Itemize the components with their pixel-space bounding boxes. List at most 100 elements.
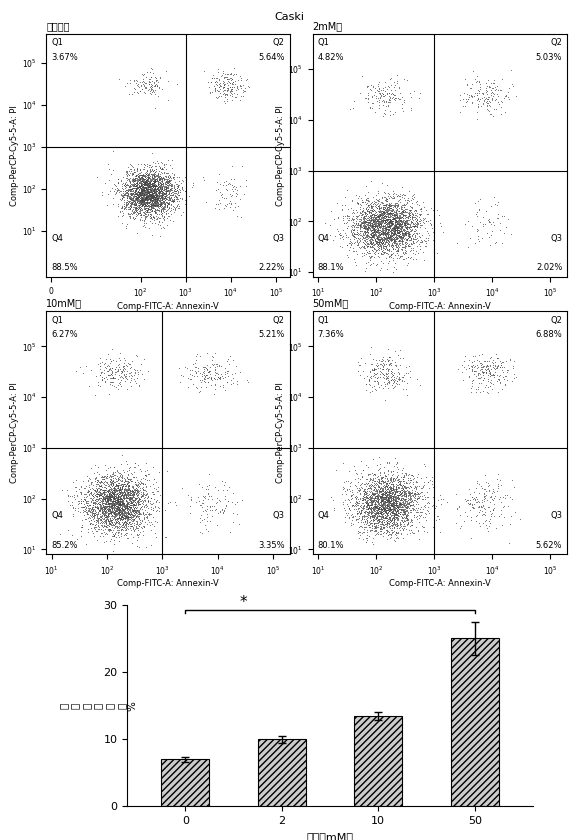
Point [387, 488, 396, 501]
Point [373, 492, 383, 506]
Point [476, 499, 485, 512]
Point [111, 484, 120, 497]
Point [367, 238, 376, 251]
Point [392, 519, 401, 533]
Point [153, 192, 163, 205]
Point [156, 181, 165, 195]
Point [123, 510, 133, 523]
Point [108, 490, 117, 503]
Text: 6.88%: 6.88% [536, 330, 562, 339]
Point [104, 491, 113, 504]
Point [404, 193, 413, 207]
Point [136, 178, 145, 192]
Point [94, 492, 104, 506]
Point [501, 88, 511, 102]
Point [117, 488, 126, 501]
Point [128, 506, 137, 519]
Point [374, 198, 383, 212]
Point [380, 496, 389, 509]
Point [486, 490, 495, 503]
Point [367, 204, 376, 218]
Point [371, 81, 380, 94]
Point [127, 193, 136, 207]
Point [138, 499, 147, 512]
Point [394, 80, 404, 93]
Point [383, 242, 392, 255]
Point [399, 228, 408, 242]
Point [155, 192, 164, 206]
Point [126, 491, 135, 504]
Point [364, 497, 373, 511]
Point [137, 367, 146, 381]
Point [382, 506, 391, 519]
Point [97, 470, 107, 484]
Point [116, 511, 125, 524]
Point [369, 507, 379, 520]
Point [159, 222, 168, 235]
Point [383, 488, 393, 501]
Point [162, 191, 171, 204]
Point [101, 502, 110, 516]
Point [210, 347, 219, 360]
Point [339, 213, 348, 227]
Point [159, 176, 168, 190]
Point [384, 501, 394, 515]
Point [408, 232, 417, 245]
Point [133, 486, 142, 499]
Point [131, 192, 141, 206]
Point [134, 169, 144, 182]
Point [409, 527, 418, 540]
Point [102, 516, 111, 529]
Point [379, 213, 389, 226]
Point [101, 513, 111, 527]
Point [490, 83, 499, 97]
Point [385, 227, 394, 240]
Point [419, 511, 428, 524]
Point [376, 260, 386, 274]
Point [375, 497, 384, 511]
Point [139, 192, 148, 206]
Point [223, 494, 232, 507]
Point [166, 186, 175, 200]
Point [149, 189, 159, 202]
Point [153, 183, 162, 197]
Point [159, 192, 168, 205]
Point [378, 359, 387, 372]
Point [471, 491, 480, 504]
Point [358, 532, 368, 545]
Point [122, 483, 131, 496]
Point [96, 500, 105, 513]
Point [137, 490, 146, 503]
Point [152, 188, 161, 202]
Point [356, 219, 365, 233]
Point [106, 501, 115, 514]
Point [136, 211, 145, 224]
Point [116, 506, 125, 519]
Point [197, 480, 207, 494]
Point [350, 213, 359, 226]
Point [146, 502, 156, 516]
Point [78, 506, 87, 519]
Point [126, 488, 135, 501]
Point [98, 512, 108, 525]
Point [401, 490, 410, 503]
Point [404, 497, 413, 511]
Point [373, 210, 382, 223]
Point [141, 189, 150, 202]
Point [140, 201, 149, 214]
Point [391, 507, 400, 521]
Point [126, 486, 135, 499]
Point [131, 176, 140, 190]
Point [384, 376, 394, 390]
Point [193, 491, 202, 504]
Point [110, 520, 119, 533]
Point [378, 210, 387, 223]
Point [383, 374, 392, 387]
Point [101, 502, 110, 516]
Point [415, 237, 424, 250]
Point [96, 480, 105, 493]
Point [351, 220, 360, 234]
Point [401, 508, 411, 522]
Point [384, 517, 394, 530]
Point [97, 374, 107, 387]
